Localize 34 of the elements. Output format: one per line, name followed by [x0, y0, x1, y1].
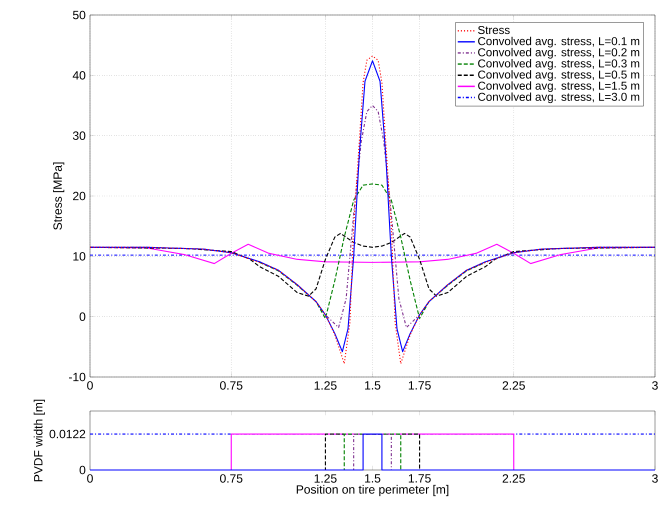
y-axis-title: PVDF width [m]	[34, 400, 45, 482]
x-tick-label: 1.25	[314, 474, 337, 483]
y-tick-label: -10	[68, 372, 86, 382]
x-tick-label: 0	[87, 381, 93, 390]
x-tick-label: 2.25	[502, 474, 525, 483]
x-tick-label: 1.5	[365, 381, 380, 390]
y-tick-label: 0.0122	[50, 430, 86, 438]
x-tick-label: 0.75	[220, 381, 242, 390]
x-tick-label: 3	[652, 474, 658, 483]
x-axis-title: Position on tire perimeter [m]	[296, 484, 448, 496]
legend-label: Convolved avg. stress, L=3.0 m	[478, 92, 640, 104]
x-tick-label: 1.25	[314, 381, 337, 390]
y-tick-label: 30	[72, 131, 86, 140]
x-tick-label: 1.75	[408, 474, 431, 483]
legend-label: Convolved avg. stress, L=0.5 m	[478, 70, 640, 81]
x-tick-label: 1.75	[408, 381, 431, 390]
y-tick-label: 10	[73, 252, 86, 261]
y-tick-label: 0	[80, 312, 86, 321]
y-tick-label: 0	[80, 466, 86, 474]
x-tick-label: 3	[652, 381, 658, 390]
legend-label: Convolved avg. stress, L=1.5 m	[478, 81, 640, 92]
x-tick-label: 0.75	[220, 474, 242, 483]
legend-label: Stress	[478, 26, 510, 34]
legend-label: Convolved avg. stress, L=0.2 m	[478, 48, 640, 59]
y-tick-label: 50	[72, 10, 86, 20]
y-tick-label: 20	[73, 192, 86, 200]
y-tick-label: 40	[72, 71, 86, 80]
y-axis-title: Stress [MPa]	[53, 162, 64, 230]
line-series	[258, 183, 486, 320]
legend-label: Convolved avg. stress, L=0.1 m	[478, 36, 640, 48]
legend-label: Convolved avg. stress, L=0.3 m	[478, 59, 640, 70]
x-tick-label: 2.25	[502, 381, 525, 390]
x-tick-label: 1.5	[365, 474, 380, 483]
x-tick-label: 0	[87, 474, 93, 483]
